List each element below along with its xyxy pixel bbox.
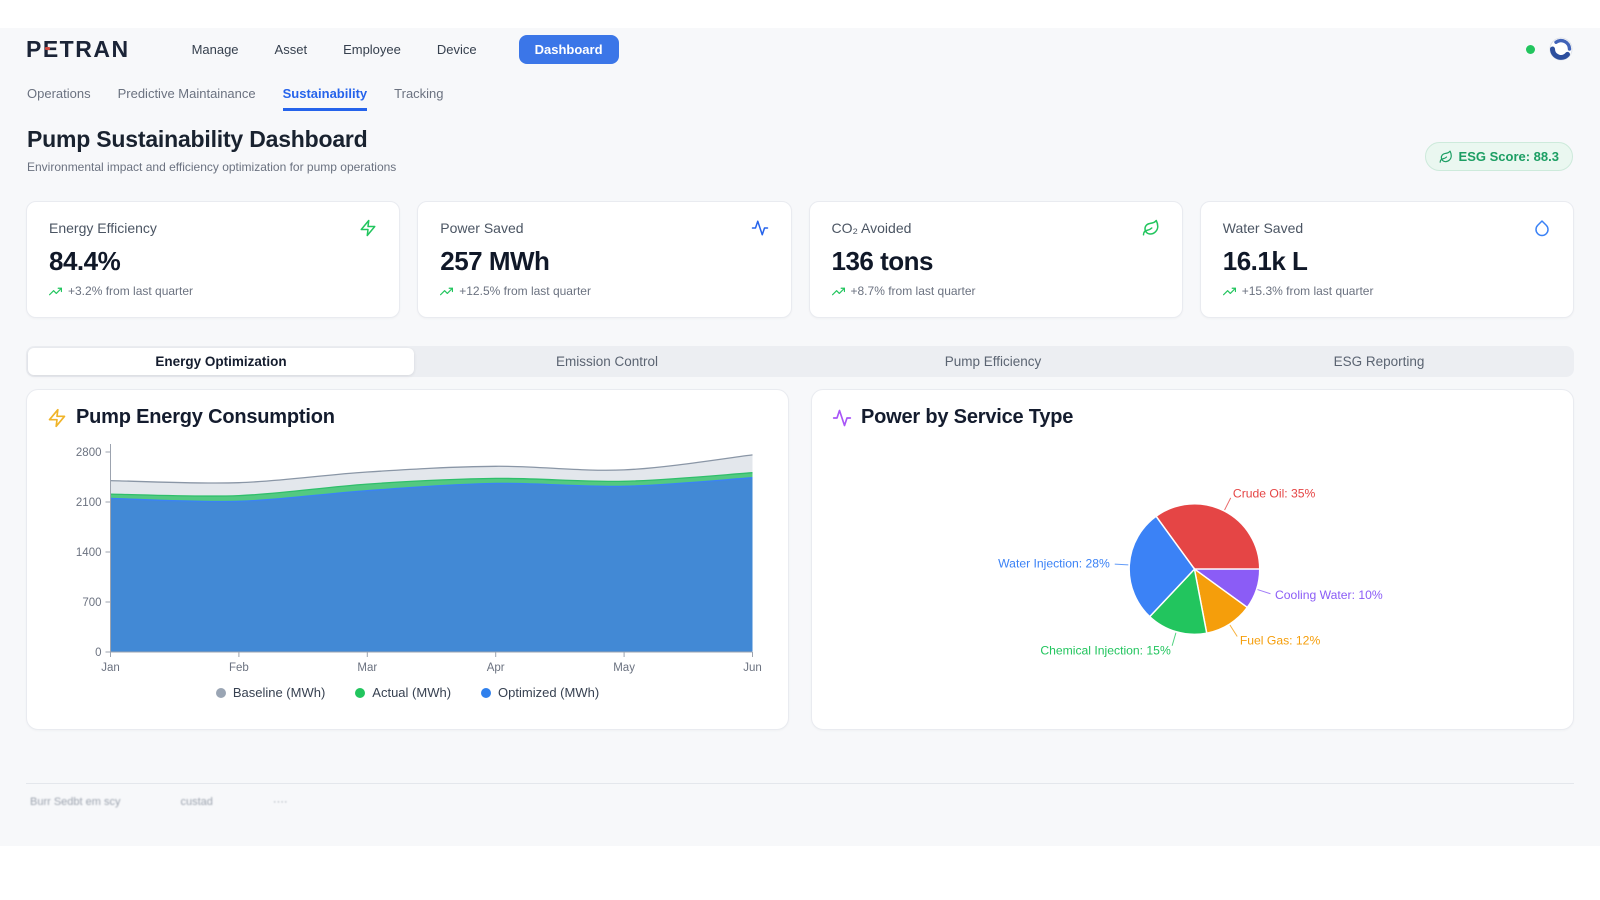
svg-text:May: May bbox=[613, 662, 635, 674]
stat-trend-text: +12.5% from last quarter bbox=[459, 284, 591, 298]
tab-emission-control[interactable]: Emission Control bbox=[555, 354, 659, 369]
svg-text:700: 700 bbox=[82, 597, 101, 609]
svg-text:Cooling Water: 10%: Cooling Water: 10% bbox=[1275, 588, 1383, 602]
svg-text:Jun: Jun bbox=[743, 662, 762, 674]
activity-icon bbox=[832, 409, 852, 426]
nav-item-asset[interactable]: Asset bbox=[274, 41, 308, 57]
subnav-item-tracking[interactable]: Tracking bbox=[394, 86, 444, 101]
esg-score-badge: ESG Score: 88.3 bbox=[1424, 142, 1573, 171]
legend-item-actual: Actual (MWh) bbox=[355, 685, 451, 700]
stat-label: Water Saved bbox=[1222, 220, 1304, 236]
chart-legend: Baseline (MWh) Actual (MWh) Optimized (M… bbox=[47, 685, 768, 700]
svg-text:Mar: Mar bbox=[357, 662, 377, 674]
header-right bbox=[1526, 36, 1574, 62]
zap-icon bbox=[360, 219, 376, 237]
nav-button-dashboard[interactable]: Dashboard bbox=[518, 34, 619, 64]
svg-text:2800: 2800 bbox=[76, 447, 102, 459]
legend-item-optimized: Optimized (MWh) bbox=[481, 685, 599, 700]
energy-consumption-card: Pump Energy Consumption 0 700 1400 2100 2800… bbox=[26, 389, 789, 730]
droplet-icon bbox=[1535, 220, 1549, 237]
subnav-item-predictive-maintainance[interactable]: Predictive Maintainance bbox=[117, 86, 256, 101]
header: PETRAN Manage Asset Employee Device Dash… bbox=[0, 28, 1600, 70]
legend-label: Actual (MWh) bbox=[372, 685, 452, 700]
nav-item-device[interactable]: Device bbox=[436, 41, 477, 57]
leaf-icon bbox=[1142, 219, 1159, 236]
stat-value: 16.1k L bbox=[1222, 246, 1308, 276]
main-nav: Manage Asset Employee Device Dashboard bbox=[191, 34, 619, 64]
title-row: Pump Sustainability Dashboard Environmen… bbox=[0, 126, 1600, 174]
footer-item: custad bbox=[180, 796, 213, 808]
svg-text:Chemical Injection: 15%: Chemical Injection: 15% bbox=[1040, 643, 1171, 657]
stat-card-energy-efficiency: Energy Efficiency 84.4% +3.2% from last … bbox=[26, 201, 401, 318]
legend-dot bbox=[481, 687, 492, 698]
app-background: PETRAN Manage Asset Employee Device Dash… bbox=[0, 28, 1600, 846]
footer: Burr Sedbt em scy custad ···· bbox=[0, 796, 1600, 808]
area-chart: 0 700 1400 2100 2800 Jan Feb Mar Apr May Jun bbox=[47, 429, 768, 681]
svg-text:Water Injection: 28%: Water Injection: 28% bbox=[998, 557, 1110, 571]
online-status-dot bbox=[1526, 44, 1535, 54]
stat-trend-text: +3.2% from last quarter bbox=[68, 284, 194, 298]
stat-label: Power Saved bbox=[440, 220, 524, 236]
nav-item-manage[interactable]: Manage bbox=[191, 41, 239, 57]
chart-title-text: Pump Energy Consumption bbox=[76, 406, 335, 428]
bottom-strip bbox=[0, 846, 1600, 900]
stat-trend-text: +15.3% from last quarter bbox=[1241, 284, 1374, 298]
legend-label: Optimized (MWh) bbox=[498, 685, 600, 700]
stat-trend-text: +8.7% from last quarter bbox=[850, 284, 976, 298]
svg-text:Crude Oil: 35%: Crude Oil: 35% bbox=[1233, 486, 1316, 500]
section-tabbar: Energy Optimization Emission Control Pum… bbox=[26, 346, 1574, 377]
subnav-item-operations[interactable]: Operations bbox=[27, 86, 91, 101]
svg-text:1400: 1400 bbox=[76, 547, 102, 559]
stat-value: 257 MWh bbox=[440, 246, 550, 276]
stat-value: 84.4% bbox=[49, 246, 121, 276]
stat-label: CO₂ Avoided bbox=[831, 220, 912, 236]
brand-logo[interactable]: PETRAN bbox=[26, 36, 130, 63]
legend-label: Baseline (MWh) bbox=[232, 685, 326, 700]
brand-globe-icon[interactable] bbox=[1548, 36, 1574, 62]
footer-item: Burr Sedbt em scy bbox=[30, 796, 121, 808]
tab-esg-reporting[interactable]: ESG Reporting bbox=[1333, 354, 1425, 369]
page-title: Pump Sustainability Dashboard bbox=[27, 126, 368, 152]
svg-text:Fuel Gas: 12%: Fuel Gas: 12% bbox=[1240, 634, 1321, 648]
stat-card-power-saved: Power Saved 257 MWh +12.5% from last qua… bbox=[417, 201, 792, 318]
stat-value: 136 tons bbox=[831, 246, 934, 276]
nav-item-employee[interactable]: Employee bbox=[343, 41, 401, 57]
tab-energy-optimization[interactable]: Energy Optimization bbox=[28, 348, 414, 375]
svg-text:Feb: Feb bbox=[229, 662, 249, 674]
trending-up-icon bbox=[49, 287, 62, 295]
tab-pump-efficiency[interactable]: Pump Efficiency bbox=[944, 354, 1042, 369]
legend-dot bbox=[215, 687, 226, 698]
top-strip bbox=[0, 0, 1600, 28]
trending-up-icon bbox=[1222, 287, 1236, 295]
charts-row: Pump Energy Consumption 0 700 1400 2100 2800… bbox=[0, 389, 1600, 730]
stat-card-co2-avoided: CO₂ Avoided 136 tons +8.7% from last qua… bbox=[808, 201, 1183, 318]
logo-red-accent bbox=[45, 46, 50, 50]
esg-score-text: ESG Score: 88.3 bbox=[1458, 149, 1559, 164]
svg-text:Jan: Jan bbox=[101, 662, 120, 674]
svg-text:0: 0 bbox=[95, 647, 101, 659]
trending-up-icon bbox=[831, 287, 845, 295]
legend-item-baseline: Baseline (MWh) bbox=[215, 685, 326, 700]
legend-dot bbox=[355, 687, 366, 698]
activity-icon bbox=[751, 220, 768, 236]
pie-chart: Crude Oil: 35% Cooling Water: 10% Fuel Gas… bbox=[832, 429, 1553, 715]
footer-divider bbox=[26, 783, 1574, 784]
power-by-service-card: Power by Service Type Crude Oil: 35% Cool… bbox=[811, 389, 1574, 730]
page-subtitle: Environmental impact and efficiency opti… bbox=[27, 160, 397, 174]
brand-logo-text: PETRAN bbox=[26, 35, 130, 62]
stat-card-water-saved: Water Saved 16.1k L +15.3% from last qua… bbox=[1199, 201, 1574, 318]
subnav: Operations Predictive Maintainance Susta… bbox=[0, 86, 1600, 111]
leaf-icon bbox=[1439, 150, 1452, 163]
svg-text:2100: 2100 bbox=[76, 497, 102, 509]
stat-label: Energy Efficiency bbox=[49, 220, 157, 236]
trending-up-icon bbox=[440, 287, 454, 295]
chart-title-text: Power by Service Type bbox=[861, 406, 1074, 428]
subnav-item-sustainability[interactable]: Sustainability bbox=[282, 86, 368, 111]
svg-text:Apr: Apr bbox=[487, 662, 505, 674]
zap-icon bbox=[48, 408, 66, 427]
stat-cards: Energy Efficiency 84.4% +3.2% from last … bbox=[0, 201, 1600, 318]
footer-item: ···· bbox=[272, 796, 288, 808]
